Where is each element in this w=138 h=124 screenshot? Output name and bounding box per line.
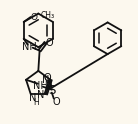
Text: CH₃: CH₃ <box>41 11 55 20</box>
Text: H: H <box>33 98 39 107</box>
Text: O: O <box>46 38 53 48</box>
Text: NH: NH <box>22 42 37 52</box>
Text: N: N <box>37 90 45 100</box>
Text: N: N <box>42 75 49 85</box>
Text: O: O <box>43 73 51 83</box>
Text: S: S <box>48 84 55 97</box>
Text: O: O <box>53 97 61 107</box>
Text: N: N <box>29 93 36 103</box>
Text: NH: NH <box>33 81 47 91</box>
Text: O: O <box>31 13 38 21</box>
